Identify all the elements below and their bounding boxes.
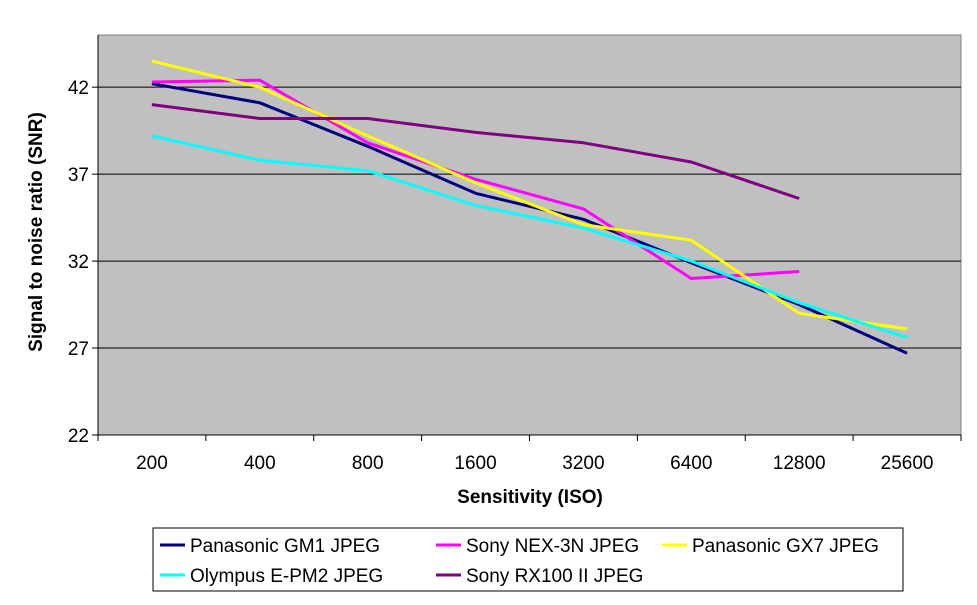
- plot-area: [97, 34, 962, 436]
- x-axis-title: Sensitivity (ISO): [457, 487, 603, 508]
- y-tick-labels: 22 27 32 37 42: [68, 78, 89, 447]
- legend-entry: Sony RX100 II JPEG: [466, 566, 643, 587]
- y-tick-label: 27: [68, 339, 89, 360]
- y-tick-label: 37: [68, 165, 89, 186]
- series-line-3: [151, 59, 908, 331]
- x-tick-label: 12800: [773, 453, 826, 474]
- legend: Panasonic GM1 JPEG Sony NEX-3N JPEG Panaso…: [152, 527, 904, 592]
- series-line-1: [151, 82, 908, 355]
- y-tick-label: 32: [68, 252, 89, 273]
- legend-entry: Olympus E-PM2 JPEG: [190, 566, 383, 587]
- y-tick-label: 42: [68, 78, 89, 99]
- y-axis-title: Signal to noise ratio (SNR): [26, 112, 47, 352]
- series-line-4: [151, 134, 908, 340]
- legend-box: [152, 527, 904, 592]
- x-tick-label: 3200: [562, 453, 604, 474]
- series-line-5: [151, 103, 800, 200]
- x-tick-label: 800: [352, 453, 384, 474]
- x-tick-labels: 200 400 800 1600 3200 6400 12800 25600: [136, 453, 933, 474]
- x-tick-label: 200: [136, 453, 168, 474]
- x-tick-label: 1600: [454, 453, 496, 474]
- x-tick-label: 400: [244, 453, 276, 474]
- x-tick-label: 6400: [670, 453, 712, 474]
- series-line-2: [151, 78, 800, 280]
- legend-entry: Panasonic GM1 JPEG: [190, 536, 380, 557]
- series-lines: [151, 59, 908, 355]
- y-tick-label: 22: [68, 426, 89, 447]
- legend-entry: Panasonic GX7 JPEG: [692, 536, 879, 557]
- grid-lines: [98, 86, 961, 349]
- legend-entry: Sony NEX-3N JPEG: [466, 536, 639, 557]
- x-tick-label: 25600: [881, 453, 934, 474]
- axes: [92, 35, 962, 441]
